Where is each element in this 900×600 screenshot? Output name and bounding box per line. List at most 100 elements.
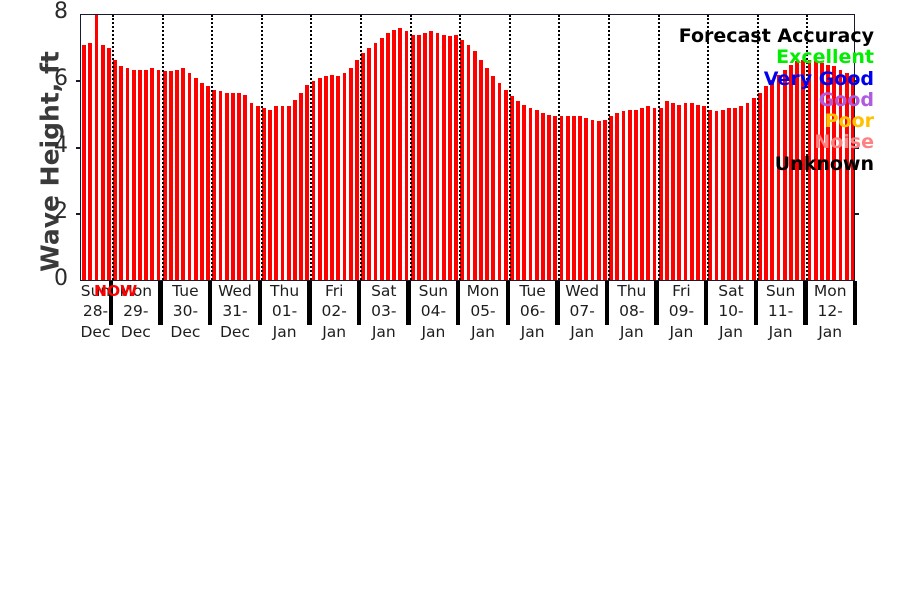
bar xyxy=(534,109,539,280)
bar xyxy=(751,98,756,280)
bar xyxy=(485,68,490,280)
bar xyxy=(782,69,787,280)
bar xyxy=(708,109,713,280)
y-tick-label: 6 xyxy=(54,65,68,91)
bar xyxy=(850,76,854,280)
day-of-week: Tue xyxy=(519,282,546,300)
x-axis-day-label: Fri 09-Jan xyxy=(657,281,707,341)
day-date: 08-Jan xyxy=(619,302,645,341)
bar xyxy=(658,108,663,280)
day-of-week: Sat xyxy=(718,282,744,300)
plot-area xyxy=(80,14,855,281)
bar xyxy=(528,108,533,280)
day-date: 04-Jan xyxy=(420,302,447,341)
bar xyxy=(689,103,694,280)
legend-item-excellent: Excellent xyxy=(776,46,874,69)
bar xyxy=(578,116,583,280)
day-divider-line xyxy=(657,15,660,280)
y-tick-mark-right xyxy=(851,146,859,149)
day-of-week: Wed xyxy=(565,282,600,300)
day-of-week: Sun xyxy=(418,282,449,300)
bar xyxy=(261,108,266,280)
bar xyxy=(286,106,291,280)
day-date: 03-Jan xyxy=(371,302,397,341)
day-date: 09-Jan xyxy=(668,302,695,341)
bar xyxy=(404,31,409,280)
bar xyxy=(695,104,700,280)
bar xyxy=(323,76,328,280)
legend-item-poor: Poor xyxy=(824,110,874,133)
legend-item-unknown: Unknown xyxy=(774,152,874,175)
day-of-week: Thu xyxy=(270,282,300,300)
bar xyxy=(398,28,403,280)
bar xyxy=(460,39,465,280)
bar xyxy=(342,73,347,280)
bar xyxy=(509,96,514,280)
bar xyxy=(348,68,353,280)
day-of-week: Tue xyxy=(172,282,199,300)
bar xyxy=(144,69,149,280)
day-date: 10-Jan xyxy=(718,302,744,341)
day-separator-tick xyxy=(257,281,263,325)
bar xyxy=(683,103,688,280)
day-divider-line xyxy=(409,15,412,280)
day-date: 11-Jan xyxy=(767,302,794,341)
bar xyxy=(571,116,576,280)
bar xyxy=(441,34,446,280)
day-divider-line xyxy=(360,15,362,280)
bar xyxy=(596,121,601,280)
bar xyxy=(150,68,155,280)
day-separator-tick xyxy=(158,281,163,325)
bar xyxy=(193,78,198,280)
bar xyxy=(503,89,508,280)
bar xyxy=(807,59,812,280)
day-divider-line xyxy=(508,15,511,280)
day-of-week: Mon xyxy=(813,282,847,300)
bar xyxy=(739,106,744,280)
day-divider-line xyxy=(459,15,462,280)
bar xyxy=(764,86,769,280)
bar xyxy=(646,106,651,280)
day-date: 07-Jan xyxy=(569,302,595,341)
bar xyxy=(88,43,93,280)
bar xyxy=(199,83,204,280)
y-tick-mark-right xyxy=(851,213,859,216)
bar xyxy=(819,63,824,280)
day-divider-line xyxy=(756,15,759,280)
day-divider-line xyxy=(112,15,114,280)
x-axis-day-label: Thu 01-Jan xyxy=(260,281,310,341)
bar xyxy=(844,73,849,280)
bar xyxy=(423,33,428,280)
x-axis-day-label: Sun 11-Jan xyxy=(756,281,806,341)
bar xyxy=(770,79,775,280)
bar xyxy=(615,113,620,280)
bar xyxy=(94,15,99,280)
day-separator-tick xyxy=(505,281,511,325)
bar xyxy=(175,69,180,280)
bar xyxy=(671,103,676,280)
bar xyxy=(720,109,725,280)
x-axis-day-label: Tue 30-Dec xyxy=(161,281,211,341)
bar xyxy=(627,109,632,280)
bar xyxy=(516,101,521,280)
bar xyxy=(584,118,589,280)
day-of-week: Thu xyxy=(617,282,647,300)
day-divider-line xyxy=(211,15,214,280)
bar xyxy=(745,103,750,280)
bar xyxy=(367,48,372,280)
x-axis-day-label: Sun 04-Jan xyxy=(409,281,459,341)
day-separator-tick xyxy=(852,281,858,325)
bar xyxy=(100,44,105,280)
day-date: 01-Jan xyxy=(271,302,298,341)
day-date: 05-Jan xyxy=(470,302,496,341)
y-tick-mark-right xyxy=(851,79,859,82)
bar xyxy=(664,101,669,280)
bar xyxy=(435,33,440,280)
bar xyxy=(621,111,626,280)
bar xyxy=(292,99,297,280)
bar xyxy=(106,48,111,280)
bar xyxy=(361,53,366,280)
day-separator-tick xyxy=(356,281,362,325)
x-axis-day-label: Wed 31-Dec xyxy=(210,281,260,341)
day-separator-tick xyxy=(108,281,114,325)
